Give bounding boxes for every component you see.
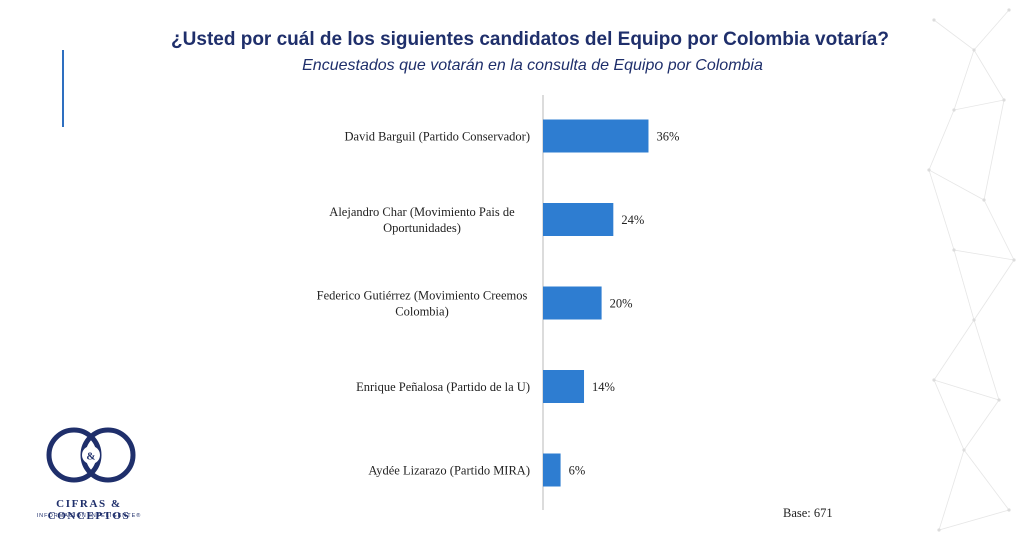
base-note: Base: 671 [783, 506, 833, 520]
bar-0 [543, 119, 649, 153]
bar-4 [543, 453, 561, 487]
accent-line [62, 50, 64, 127]
category-label-2-line-1: Colombia) [395, 305, 448, 319]
category-label-0-line-0: David Barguil (Partido Conservador) [345, 130, 531, 144]
value-label-0: 36% [656, 130, 679, 144]
category-label-2-line-0: Federico Gutiérrez (Movimiento Creemos [317, 289, 528, 303]
bar-2 [543, 286, 602, 320]
category-label-1-line-0: Alejandro Char (Movimiento Pais de [329, 205, 515, 219]
network-pattern-decoration [927, 8, 1016, 532]
logo-monogram: & [86, 451, 95, 463]
category-label-1-line-1: Oportunidades) [383, 221, 461, 235]
slide-subtitle: Encuestados que votarán en la consulta d… [302, 57, 763, 74]
value-label-3: 14% [592, 380, 615, 394]
slide-title: ¿Usted por cuál de los siguientes candid… [171, 29, 889, 50]
value-label-2: 20% [610, 297, 633, 311]
category-label-4-line-0: Aydée Lizarazo (Partido MIRA) [368, 464, 530, 478]
logo-name: CIFRAS & CONCEPTOS [47, 498, 131, 522]
value-label-4: 6% [569, 464, 586, 478]
bar-1 [543, 203, 614, 236]
logo-tagline: INFORMACIÓN INTELIGENTE® [36, 513, 142, 519]
category-label-3-line-0: Enrique Peñalosa (Partido de la U) [356, 380, 530, 394]
cifras-conceptos-logo-icon: & [46, 427, 136, 483]
bar-3 [543, 370, 585, 403]
value-label-1: 24% [621, 213, 644, 227]
